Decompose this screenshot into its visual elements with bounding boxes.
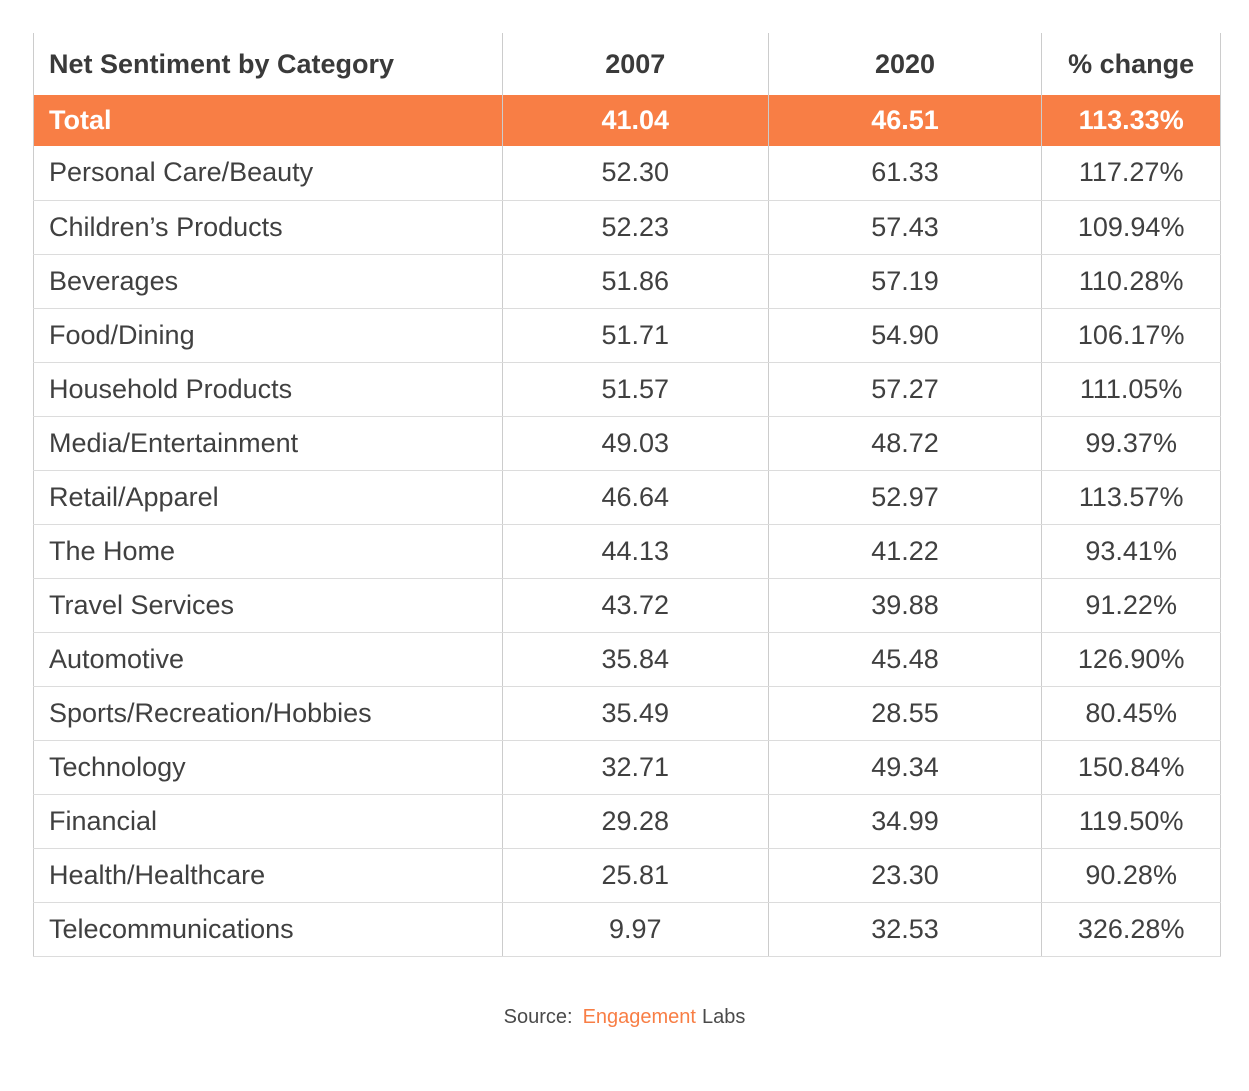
value-2020-cell: 41.22: [767, 524, 1042, 579]
table-row: Beverages 51.86 57.19 110.28%: [33, 254, 1221, 309]
change-cell: 99.37%: [1041, 416, 1221, 471]
category-cell: Personal Care/Beauty: [33, 146, 503, 201]
value-2007-cell: 51.57: [501, 362, 769, 417]
total-row: Total 41.04 46.51 113.33%: [33, 95, 1221, 146]
value-2020-cell: 54.90: [767, 308, 1042, 363]
value-2007-cell: 35.84: [501, 632, 769, 687]
table-row: Children’s Products 52.23 57.43 109.94%: [33, 200, 1221, 255]
column-header-2020: 2020: [767, 33, 1042, 95]
value-2007-cell: 44.13: [501, 524, 769, 579]
value-2007-cell: 51.86: [501, 254, 769, 309]
change-cell: 90.28%: [1041, 848, 1221, 903]
change-cell: 117.27%: [1041, 146, 1221, 201]
change-cell: 109.94%: [1041, 200, 1221, 255]
table-row: Telecommunications 9.97 32.53 326.28%: [33, 902, 1221, 957]
category-cell: Health/Healthcare: [33, 848, 503, 903]
value-2007-cell: 32.71: [501, 740, 769, 795]
change-cell: 93.41%: [1041, 524, 1221, 579]
value-2020-cell: 34.99: [767, 794, 1042, 849]
column-header-category: Net Sentiment by Category: [33, 33, 503, 95]
value-2007-cell: 52.23: [501, 200, 769, 255]
value-2020-cell: 52.97: [767, 470, 1042, 525]
value-2007-cell: 49.03: [501, 416, 769, 471]
table-row: Financial 29.28 34.99 119.50%: [33, 794, 1221, 849]
value-2007-cell: 43.72: [501, 578, 769, 633]
change-cell: 326.28%: [1041, 902, 1221, 957]
table-row: Household Products 51.57 57.27 111.05%: [33, 362, 1221, 417]
total-2020-cell: 46.51: [767, 95, 1042, 146]
source-suffix: Labs: [701, 1006, 746, 1028]
table-row: Automotive 35.84 45.48 126.90%: [33, 632, 1221, 687]
column-header-percent-change: % change: [1041, 33, 1221, 95]
value-2020-cell: 32.53: [767, 902, 1042, 957]
change-cell: 126.90%: [1041, 632, 1221, 687]
table-row: Health/Healthcare 25.81 23.30 90.28%: [33, 848, 1221, 903]
change-cell: 111.05%: [1041, 362, 1221, 417]
value-2007-cell: 52.30: [501, 146, 769, 201]
total-2007-cell: 41.04: [501, 95, 769, 146]
value-2020-cell: 57.27: [767, 362, 1042, 417]
table-row: Media/Entertainment 49.03 48.72 99.37%: [33, 416, 1221, 471]
value-2007-cell: 9.97: [501, 902, 769, 957]
value-2007-cell: 29.28: [501, 794, 769, 849]
category-cell: Media/Entertainment: [33, 416, 503, 471]
total-category-cell: Total: [33, 95, 503, 146]
value-2007-cell: 51.71: [501, 308, 769, 363]
table-row: Sports/Recreation/Hobbies 35.49 28.55 80…: [33, 686, 1221, 741]
category-cell: Automotive: [33, 632, 503, 687]
category-cell: Technology: [33, 740, 503, 795]
net-sentiment-table: Net Sentiment by Category 2007 2020 % ch…: [33, 33, 1221, 957]
value-2020-cell: 49.34: [767, 740, 1042, 795]
change-cell: 119.50%: [1041, 794, 1221, 849]
category-cell: Children’s Products: [33, 200, 503, 255]
table-row: Personal Care/Beauty 52.30 61.33 117.27%: [33, 146, 1221, 201]
net-sentiment-table-wrap: Net Sentiment by Category 2007 2020 % ch…: [33, 33, 1221, 957]
value-2020-cell: 45.48: [767, 632, 1042, 687]
source-label: Source:: [503, 1006, 573, 1028]
value-2020-cell: 23.30: [767, 848, 1042, 903]
change-cell: 80.45%: [1041, 686, 1221, 741]
source-brand: Engagement: [582, 1006, 696, 1028]
category-cell: Sports/Recreation/Hobbies: [33, 686, 503, 741]
source-line: Source: Engagement Labs: [0, 1006, 1249, 1029]
category-cell: The Home: [33, 524, 503, 579]
table-row: Food/Dining 51.71 54.90 106.17%: [33, 308, 1221, 363]
category-cell: Household Products: [33, 362, 503, 417]
value-2020-cell: 39.88: [767, 578, 1042, 633]
header-row: Net Sentiment by Category 2007 2020 % ch…: [33, 33, 1221, 95]
value-2020-cell: 61.33: [767, 146, 1042, 201]
category-cell: Travel Services: [33, 578, 503, 633]
category-cell: Telecommunications: [33, 902, 503, 957]
change-cell: 150.84%: [1041, 740, 1221, 795]
table-row: Travel Services 43.72 39.88 91.22%: [33, 578, 1221, 633]
total-change-cell: 113.33%: [1041, 95, 1221, 146]
category-cell: Financial: [33, 794, 503, 849]
value-2020-cell: 57.19: [767, 254, 1042, 309]
value-2020-cell: 28.55: [767, 686, 1042, 741]
change-cell: 113.57%: [1041, 470, 1221, 525]
value-2007-cell: 25.81: [501, 848, 769, 903]
category-cell: Beverages: [33, 254, 503, 309]
table-row: Technology 32.71 49.34 150.84%: [33, 740, 1221, 795]
category-cell: Food/Dining: [33, 308, 503, 363]
table-row: The Home 44.13 41.22 93.41%: [33, 524, 1221, 579]
value-2020-cell: 57.43: [767, 200, 1042, 255]
change-cell: 110.28%: [1041, 254, 1221, 309]
change-cell: 91.22%: [1041, 578, 1221, 633]
table-row: Retail/Apparel 46.64 52.97 113.57%: [33, 470, 1221, 525]
change-cell: 106.17%: [1041, 308, 1221, 363]
value-2007-cell: 46.64: [501, 470, 769, 525]
value-2007-cell: 35.49: [501, 686, 769, 741]
value-2020-cell: 48.72: [767, 416, 1042, 471]
category-cell: Retail/Apparel: [33, 470, 503, 525]
column-header-2007: 2007: [501, 33, 769, 95]
